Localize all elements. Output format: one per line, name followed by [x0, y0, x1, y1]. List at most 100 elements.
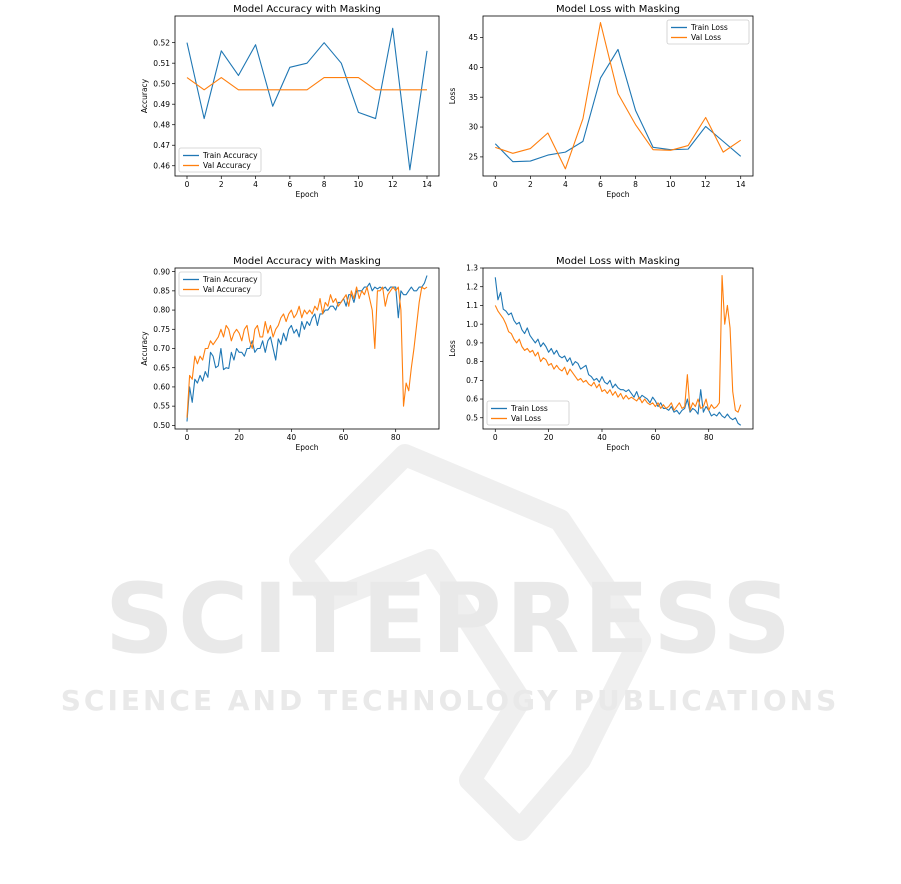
x-tick-label: 8	[322, 180, 327, 189]
y-tick-label: 1.3	[466, 264, 478, 273]
legend-label: Val Accuracy	[203, 285, 251, 294]
series-line-val	[495, 22, 742, 170]
x-tick-label: 14	[736, 180, 746, 189]
x-tick-label: 6	[598, 180, 603, 189]
y-axis-label: Loss	[448, 88, 457, 105]
y-tick-label: 45	[468, 33, 478, 42]
x-axis-label: Epoch	[296, 190, 319, 199]
x-axis-label: Epoch	[607, 443, 630, 452]
y-tick-label: 0.70	[153, 344, 170, 353]
x-tick-label: 10	[666, 180, 676, 189]
x-tick-label: 80	[704, 433, 714, 442]
x-tick-label: 80	[391, 433, 401, 442]
legend-label: Train Loss	[690, 23, 728, 32]
chart-svg: Model Accuracy with Masking 0 2 4 6 8 10 12 14 0.…	[140, 4, 440, 199]
legend-label: Val Loss	[511, 414, 541, 423]
chart-title: Model Accuracy with Masking	[233, 256, 381, 267]
y-tick-label: 0.52	[153, 38, 170, 47]
series-line-train	[494, 277, 742, 426]
watermark-emblem-icon	[289, 444, 651, 841]
x-tick-label: 8	[633, 180, 638, 189]
chart-title: Model Loss with Masking	[556, 256, 680, 267]
y-tick-label: 1.0	[466, 320, 478, 329]
y-tick-label: 0.60	[153, 383, 170, 392]
x-tick-label: 2	[528, 180, 533, 189]
x-tick-label: 20	[234, 433, 244, 442]
plot-frame	[482, 15, 754, 177]
series-line-val	[186, 286, 428, 418]
x-tick-label: 20	[544, 433, 554, 442]
watermark-brand: SCITEPRESS	[105, 563, 795, 675]
y-tick-label: 0.7	[466, 376, 478, 385]
x-tick-label: 40	[597, 433, 607, 442]
y-tick-label: 0.90	[153, 267, 170, 276]
x-tick-label: 0	[493, 180, 498, 189]
series-line-val	[186, 76, 427, 91]
x-tick-label: 60	[339, 433, 349, 442]
y-tick-label: 40	[468, 63, 478, 72]
chart-svg: Model Loss with Masking 0 20 40 60 80 0.5 0.6 0.…	[448, 256, 754, 452]
chart-loss-top: Model Loss with Masking 0 2 4 6 8 10 12 14 25 30 35…	[448, 0, 770, 210]
x-tick-label: 40	[287, 433, 297, 442]
legend-label: Train Accuracy	[202, 151, 258, 160]
x-tick-label: 14	[422, 180, 432, 189]
x-tick-label: 0	[185, 433, 190, 442]
watermark-tagline: SCIENCE AND TECHNOLOGY PUBLICATIONS	[61, 684, 840, 717]
y-tick-label: 0.8	[466, 357, 478, 366]
x-tick-label: 12	[388, 180, 398, 189]
chart-accuracy-top: Model Accuracy with Masking 0 2 4 6 8 10 12 14 0.…	[135, 0, 455, 210]
y-tick-label: 25	[468, 152, 478, 161]
y-tick-label: 1.1	[466, 301, 478, 310]
legend-box	[486, 400, 570, 426]
legend-label: Train Accuracy	[202, 275, 258, 284]
y-axis-label: Loss	[448, 340, 457, 357]
x-tick-label: 4	[563, 180, 568, 189]
chart-svg: Model Loss with Masking 0 2 4 6 8 10 12 14 25 30 35…	[448, 4, 754, 199]
y-tick-label: 1.2	[466, 282, 478, 291]
y-tick-label: 0.50	[153, 421, 170, 430]
chart-svg: Model Accuracy with Masking 0 20 40 60 80 0.50…	[140, 256, 440, 452]
y-tick-label: 0.65	[153, 363, 170, 372]
x-tick-label: 0	[185, 180, 190, 189]
y-axis-label: Accuracy	[140, 331, 149, 366]
y-tick-label: 0.5	[466, 413, 478, 422]
legend-label: Train Loss	[510, 404, 548, 413]
series-line-train	[494, 48, 742, 163]
x-tick-label: 4	[253, 180, 258, 189]
y-tick-label: 0.6	[466, 395, 478, 404]
legend-box	[666, 19, 750, 45]
y-tick-label: 0.46	[153, 161, 170, 170]
chart-title: Model Loss with Masking	[556, 4, 680, 15]
legend-box	[178, 147, 262, 173]
y-axis-label: Accuracy	[140, 78, 149, 113]
y-tick-label: 0.80	[153, 306, 170, 315]
x-tick-label: 10	[354, 180, 364, 189]
x-tick-label: 6	[287, 180, 292, 189]
plot-frame	[482, 267, 754, 430]
y-tick-label: 0.51	[153, 59, 170, 68]
series-line-val	[494, 274, 742, 413]
legend-box	[178, 271, 262, 297]
y-tick-label: 0.9	[466, 338, 478, 347]
x-tick-label: 0	[493, 433, 498, 442]
y-tick-label: 0.49	[153, 100, 170, 109]
x-tick-label: 60	[651, 433, 661, 442]
y-tick-label: 0.55	[153, 402, 170, 411]
x-axis-label: Epoch	[296, 443, 319, 452]
x-tick-label: 2	[219, 180, 224, 189]
y-tick-label: 0.47	[153, 141, 170, 150]
x-axis-label: Epoch	[607, 190, 630, 199]
y-tick-label: 35	[468, 93, 478, 102]
chart-title: Model Accuracy with Masking	[233, 4, 381, 15]
x-tick-label: 12	[701, 180, 711, 189]
plot-frame	[174, 15, 440, 177]
legend-label: Val Accuracy	[203, 161, 251, 170]
chart-accuracy-bottom: Model Accuracy with Masking 0 20 40 60 80 0.50…	[135, 250, 455, 460]
y-tick-label: 30	[468, 123, 478, 132]
y-tick-label: 0.75	[153, 325, 170, 334]
y-tick-label: 0.85	[153, 286, 170, 295]
series-line-train	[186, 275, 428, 422]
series-line-train	[186, 27, 428, 171]
y-tick-label: 0.48	[153, 120, 170, 129]
